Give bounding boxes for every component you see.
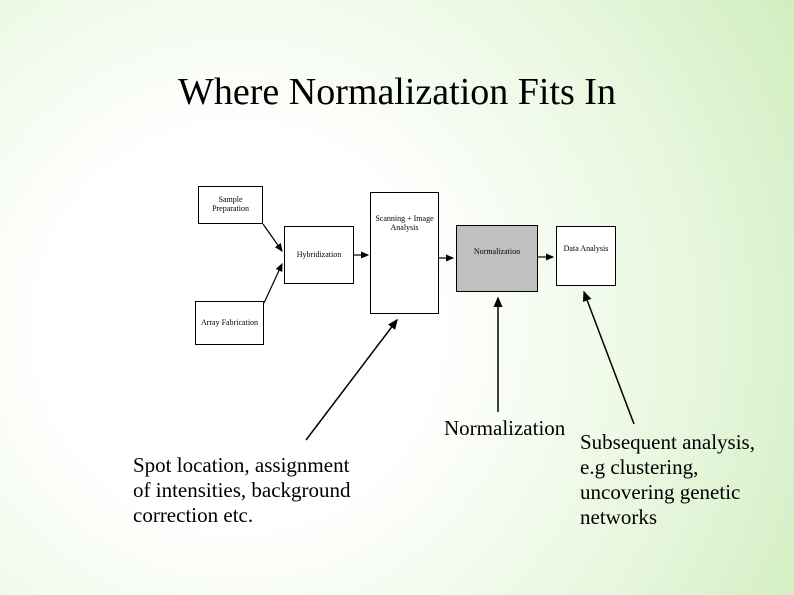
annotation-subsequent-line1: Subsequent analysis, [580, 430, 755, 454]
slide: { "background": { "gradient_type": "radi… [0, 0, 794, 595]
box-sample-preparation: Sample Preparation [198, 186, 263, 224]
box-normalization: Normalization [456, 225, 538, 292]
annotation-spot-line1: Spot location, assignment [133, 453, 349, 477]
box-sample-preparation-label: Sample Preparation [199, 196, 262, 214]
box-normalization-label: Normalization [472, 248, 522, 257]
annotation-spot-location: Spot location, assignment of intensities… [133, 453, 351, 528]
box-array-fabrication: Array Fabrication [195, 301, 264, 345]
annotation-spot-line2: of intensities, background [133, 478, 351, 502]
arrow-sample-to-hybrid [263, 224, 282, 251]
box-data-analysis-label: Data Analysis [562, 245, 611, 254]
annotation-subsequent-line4: networks [580, 505, 657, 529]
annotation-subsequent-line3: uncovering genetic [580, 480, 740, 504]
box-hybridization: Hybridization [284, 226, 354, 284]
box-scanning-label: Scanning + Image Analysis [371, 215, 438, 233]
annotation-subsequent-line2: e.g clustering, [580, 455, 698, 479]
page-title: Where Normalization Fits In [0, 70, 794, 114]
annotation-normalization: Normalization [444, 416, 565, 441]
box-array-fabrication-label: Array Fabrication [199, 319, 260, 328]
box-scanning: Scanning + Image Analysis [370, 192, 439, 314]
box-data-analysis: Data Analysis [556, 226, 616, 286]
arrow-array-to-hybrid [264, 264, 282, 303]
box-hybridization-label: Hybridization [295, 251, 343, 260]
annotation-spot-line3: correction etc. [133, 503, 253, 527]
arrow-spot-callout [306, 320, 397, 440]
arrow-subseq-callout [584, 292, 634, 424]
annotation-subsequent: Subsequent analysis, e.g clustering, unc… [580, 430, 755, 530]
